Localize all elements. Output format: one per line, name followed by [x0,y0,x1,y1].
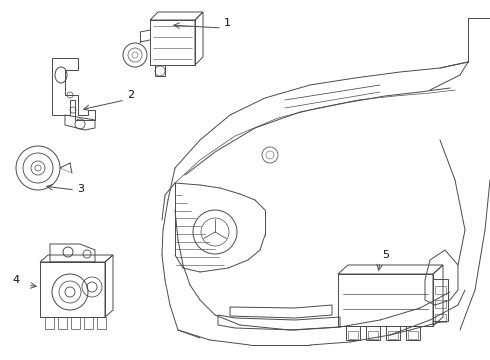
Text: 5: 5 [382,250,389,260]
Bar [97,317,106,329]
Bar [58,317,67,329]
Bar [368,331,378,339]
Bar [388,331,398,339]
Bar [71,317,80,329]
Bar [348,331,358,339]
Text: 3: 3 [77,184,84,194]
Bar [338,274,433,326]
Bar [84,317,93,329]
Bar [435,314,446,322]
Bar [45,317,54,329]
Bar [40,262,105,317]
Bar [408,331,418,339]
Text: 2: 2 [127,90,134,100]
Bar [435,300,446,308]
Bar [435,286,446,294]
Bar [150,20,195,65]
Text: 1: 1 [224,18,231,28]
Text: 4: 4 [12,275,19,285]
